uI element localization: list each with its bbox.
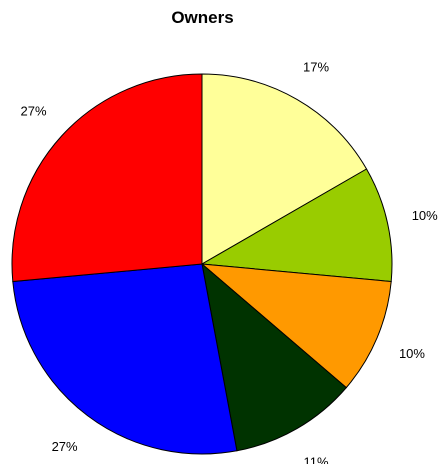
chart-title: Owners [171, 8, 234, 27]
pie-labels: 17% 10% 10% 11% 27% 27% [20, 60, 438, 464]
pie-slice-5 [11, 73, 203, 283]
pie-slice-2 [200, 263, 392, 389]
pie-slice-4 [12, 263, 238, 455]
pie-slice-3 [201, 262, 347, 452]
pie-slice-0 [201, 73, 368, 265]
pie-slice-1 [200, 168, 393, 283]
slice-label-4: 27% [52, 439, 78, 454]
pie-slices [11, 73, 393, 455]
slice-label-0: 17% [303, 60, 329, 75]
slice-label-3: 11% [303, 454, 328, 464]
slice-label-5: 27% [20, 103, 46, 118]
slice-label-2: 10% [399, 346, 425, 361]
slice-label-1: 10% [412, 208, 438, 223]
